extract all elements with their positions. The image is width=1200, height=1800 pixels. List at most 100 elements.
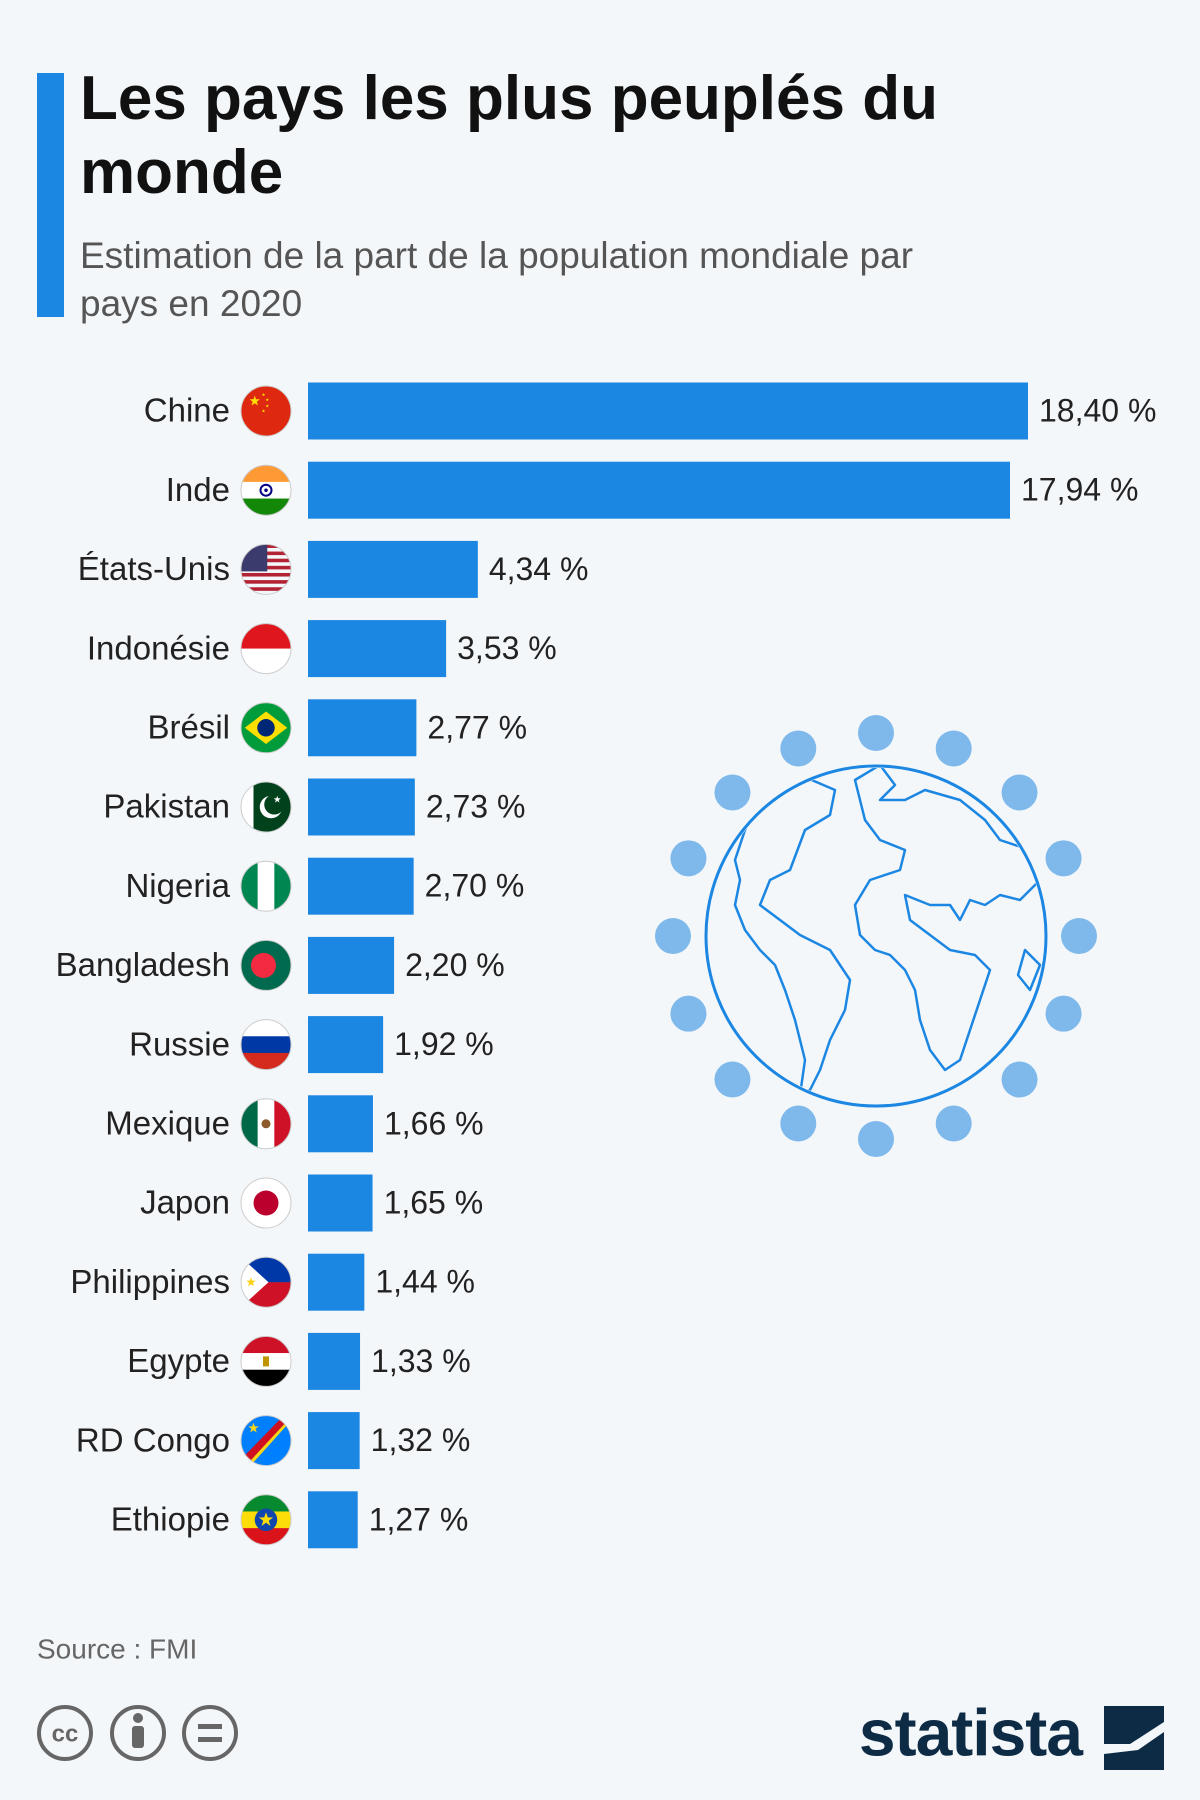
bar xyxy=(308,1174,373,1232)
value-label: 1,33 % xyxy=(371,1343,471,1379)
globe-dot xyxy=(1001,774,1038,811)
flag-part xyxy=(241,544,268,572)
flag-part xyxy=(241,1494,291,1512)
globe-dot xyxy=(670,995,707,1032)
cc-text: cc xyxy=(52,1720,79,1747)
license-icons: cc xyxy=(37,1705,238,1761)
category-label: Bangladesh xyxy=(56,946,230,983)
globe-illustration xyxy=(655,715,1097,1157)
flag-outline xyxy=(240,464,292,516)
flag-part xyxy=(241,1019,291,1037)
flag-part xyxy=(273,795,281,803)
flag-part xyxy=(241,1052,291,1070)
flag xyxy=(241,1494,291,1545)
value-label: 2,73 % xyxy=(426,788,526,824)
flag-part xyxy=(251,952,276,978)
flag-outline xyxy=(240,702,292,754)
value-label: 17,94 % xyxy=(1021,472,1138,508)
by-body xyxy=(132,1726,144,1748)
flag-part xyxy=(265,398,269,402)
by-head xyxy=(133,1713,143,1723)
value-label: 2,77 % xyxy=(427,709,527,745)
category-label: Indonésie xyxy=(87,629,230,666)
globe-dot xyxy=(1045,840,1082,877)
value-label: 1,66 % xyxy=(384,1105,484,1141)
flag-outline xyxy=(240,543,292,595)
logo-mark xyxy=(1104,1732,1164,1770)
flag-part xyxy=(241,782,254,832)
flag-part xyxy=(249,395,260,406)
source: Source : FMI xyxy=(37,1633,197,1664)
flag xyxy=(241,1098,291,1149)
flag xyxy=(241,1178,291,1228)
category-label: Egypte xyxy=(127,1342,230,1379)
bar xyxy=(308,778,415,836)
category-label: États-Unis xyxy=(78,550,230,587)
category-label: Inde xyxy=(166,471,230,508)
globe-dot xyxy=(935,1105,972,1142)
globe-dot xyxy=(1061,918,1097,954)
value-label: 1,65 % xyxy=(384,1184,484,1220)
category-label: Russie xyxy=(129,1025,230,1062)
bar xyxy=(308,857,414,915)
logo: statista xyxy=(859,1695,1164,1770)
flag-part xyxy=(257,719,275,737)
flag-outline xyxy=(240,1335,292,1387)
value-label: 3,53 % xyxy=(457,630,557,666)
value-label: 2,70 % xyxy=(425,868,525,904)
flag-outline xyxy=(240,1019,292,1071)
globe-dot xyxy=(670,840,707,877)
nd-icon xyxy=(182,1705,238,1761)
bar xyxy=(308,699,417,757)
globe-dot xyxy=(858,1121,894,1157)
value-label: 1,27 % xyxy=(369,1501,469,1537)
flag-part xyxy=(241,1415,291,1466)
flag xyxy=(241,1019,291,1070)
flag-part xyxy=(241,1528,291,1545)
flag-part xyxy=(241,572,291,577)
flag-part xyxy=(274,1098,291,1149)
flag-part xyxy=(261,1119,271,1129)
flag-part xyxy=(257,861,275,912)
category-label: Mexique xyxy=(105,1105,230,1142)
flag-part xyxy=(258,1512,274,1526)
bar xyxy=(308,1016,384,1074)
flag-outline xyxy=(240,781,292,833)
bar xyxy=(308,540,478,598)
category-label: Pakistan xyxy=(103,788,230,825)
flag-outline xyxy=(240,939,292,991)
globe xyxy=(704,764,1048,1108)
flag xyxy=(241,1336,291,1387)
flag-part xyxy=(248,1422,259,1433)
flag-outline xyxy=(240,1256,292,1308)
flag-outline xyxy=(240,385,292,437)
flag-part xyxy=(241,498,291,516)
category-label: Philippines xyxy=(70,1263,230,1300)
cc-icon xyxy=(37,1705,93,1761)
chart-subtitle: Estimation de la part de la population m… xyxy=(80,235,914,324)
globe-dot xyxy=(780,730,817,767)
bar xyxy=(308,1253,365,1311)
value-label: 2,20 % xyxy=(405,947,505,983)
flag-part xyxy=(246,1277,256,1287)
flag-part xyxy=(241,587,291,591)
flag-part xyxy=(241,623,291,649)
flag-outline xyxy=(240,1177,292,1229)
value-label: 4,34 % xyxy=(489,551,589,587)
globe-dot xyxy=(780,1105,817,1142)
globe-dot xyxy=(714,774,751,811)
flag-outline xyxy=(240,1415,292,1467)
flag-part xyxy=(253,1190,279,1216)
flag-part xyxy=(263,1356,269,1367)
flag-part xyxy=(261,393,266,397)
flag-outline xyxy=(240,1494,292,1546)
chart-title: Les pays les plus peuplés du monde xyxy=(80,64,938,207)
bar xyxy=(308,1332,361,1390)
bar xyxy=(308,936,395,994)
flag-part xyxy=(265,404,269,408)
flag-outline xyxy=(240,623,292,675)
flag-part xyxy=(261,409,266,413)
value-label: 1,32 % xyxy=(371,1422,471,1458)
